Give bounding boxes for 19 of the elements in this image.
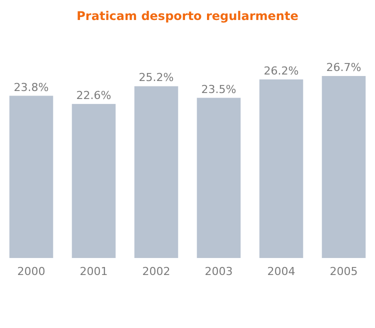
x-tick-label: 2005	[330, 265, 358, 278]
x-tick-label: 2000	[17, 265, 46, 278]
bar	[196, 98, 241, 258]
bar	[259, 79, 304, 258]
x-tick-label: 2001	[80, 265, 108, 278]
bar	[72, 104, 116, 258]
data-label: 23.8%	[14, 80, 49, 94]
x-tick-label: 2002	[142, 265, 170, 278]
bar	[9, 96, 54, 258]
x-tick-label: 2004	[267, 265, 296, 278]
data-label: 23.5%	[201, 82, 236, 96]
chart-title: Praticam desporto regularmente	[76, 9, 298, 23]
data-label: 22.6%	[76, 88, 112, 102]
bar	[322, 76, 366, 258]
data-label: 26.2%	[264, 64, 299, 78]
data-label: 26.7%	[326, 61, 362, 74]
x-tick-label: 2003	[204, 265, 233, 278]
data-label: 25.2%	[138, 71, 174, 84]
bar	[134, 86, 178, 258]
